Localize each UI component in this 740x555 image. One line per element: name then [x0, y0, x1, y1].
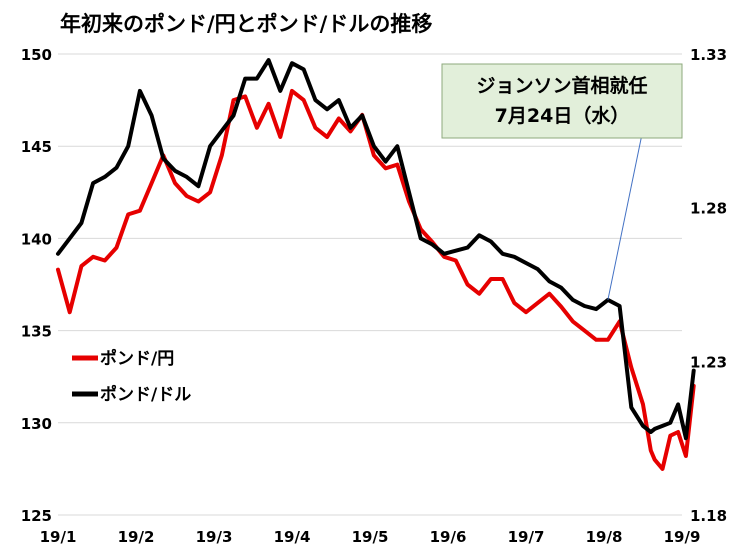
- series-line-gbp-usd: [56, 58, 696, 441]
- legend-label: ポンド/円: [100, 348, 174, 369]
- y-right-tick-label: 1.23: [690, 353, 727, 371]
- x-tick-label: 19/2: [118, 528, 155, 546]
- x-tick-label: 19/5: [352, 528, 389, 546]
- y-right-tick-label: 1.33: [690, 46, 727, 64]
- x-tick-label: 19/4: [274, 528, 311, 546]
- y-left-tick-label: 130: [21, 415, 52, 433]
- y-left-tick-label: 150: [21, 46, 52, 64]
- y-left-tick-label: 135: [21, 323, 52, 341]
- annotation-box: [441, 63, 683, 139]
- legend-label: ポンド/ドル: [100, 384, 191, 405]
- y-left-tick-label: 125: [21, 507, 52, 525]
- y-left-tick-label: 145: [21, 138, 52, 156]
- x-tick-label: 19/8: [586, 528, 623, 546]
- y-right-tick-label: 1.28: [690, 200, 727, 218]
- y-left-tick-label: 140: [21, 230, 52, 248]
- x-tick-label: 19/7: [508, 528, 545, 546]
- chart-title: 年初来のポンド/円とポンド/ドルの推移: [60, 12, 433, 36]
- x-tick-label: 19/9: [664, 528, 701, 546]
- x-tick-label: 19/3: [196, 528, 233, 546]
- annotation-text: ジョンソン首相就任: [476, 74, 647, 97]
- series-line-gbp-jpy: [56, 88, 696, 471]
- y-right-tick-label: 1.18: [690, 507, 727, 525]
- annotation-text: 7月24日（水）: [495, 104, 630, 127]
- x-tick-label: 19/6: [430, 528, 467, 546]
- annotation-leader: [607, 137, 642, 300]
- x-tick-label: 19/1: [40, 528, 77, 546]
